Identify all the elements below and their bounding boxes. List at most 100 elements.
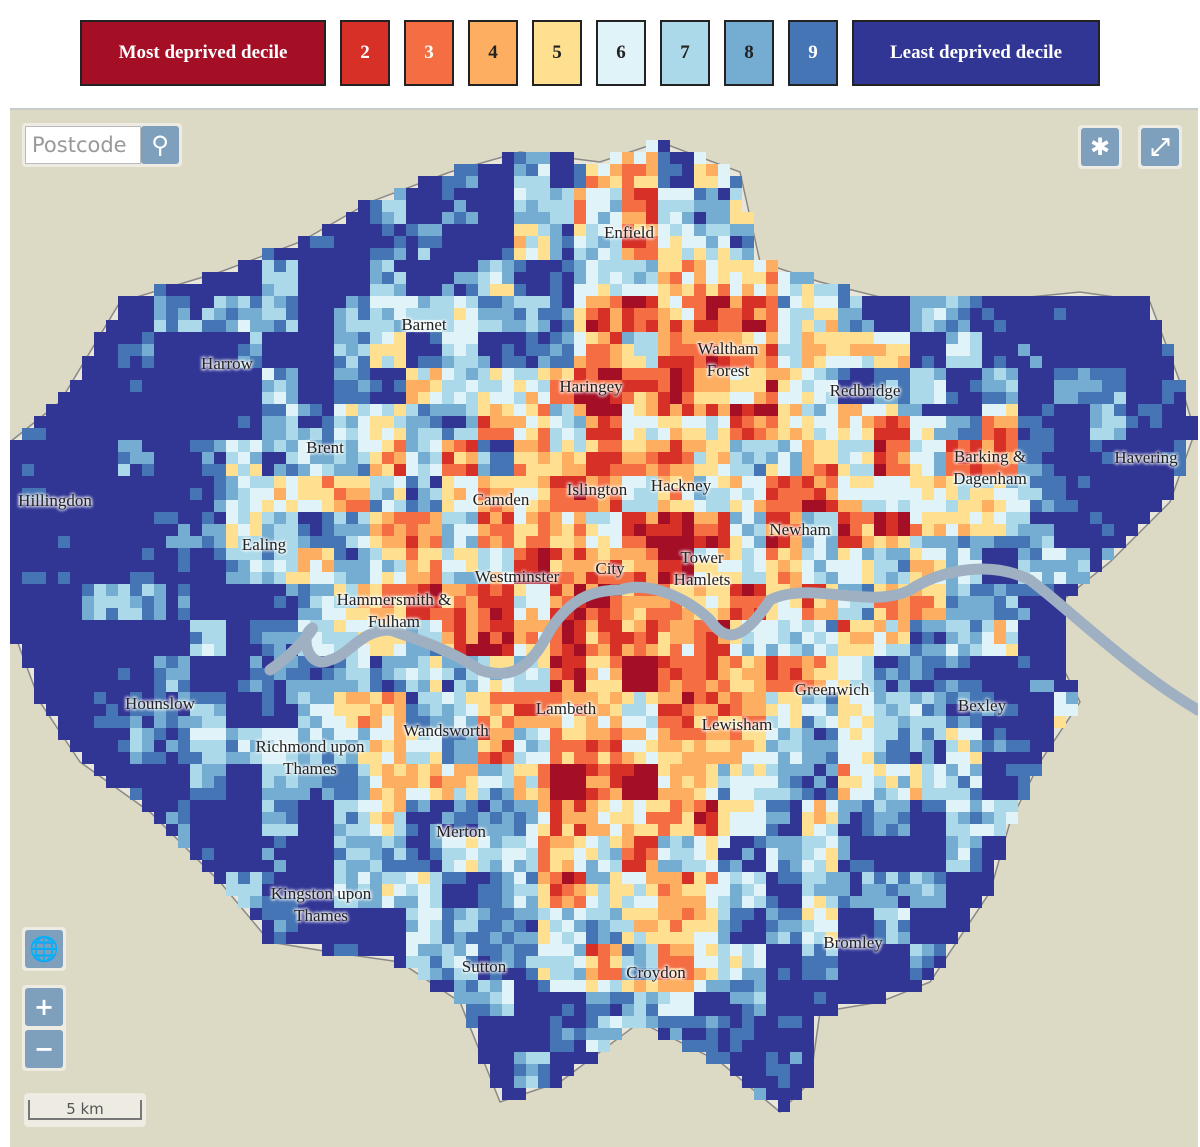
area-cell — [130, 716, 142, 728]
area-cell — [322, 224, 334, 236]
area-cell — [46, 704, 58, 716]
area-cell — [610, 164, 622, 176]
area-cell — [478, 608, 490, 620]
area-cell — [670, 620, 682, 632]
area-cell — [742, 872, 754, 884]
area-cell — [298, 608, 310, 620]
area-cell — [790, 572, 802, 584]
area-cell — [754, 848, 766, 860]
area-cell — [862, 476, 874, 488]
area-cell — [310, 608, 322, 620]
area-cell — [358, 608, 370, 620]
area-cell — [598, 572, 610, 584]
area-cell — [1042, 428, 1054, 440]
area-cell — [658, 380, 670, 392]
area-cell — [994, 776, 1006, 788]
area-cell — [826, 644, 838, 656]
area-cell — [502, 800, 514, 812]
area-cell — [538, 704, 550, 716]
area-cell — [826, 368, 838, 380]
area-cell — [934, 548, 946, 560]
area-cell — [574, 440, 586, 452]
area-cell — [946, 356, 958, 368]
area-cell — [1054, 620, 1066, 632]
area-cell — [610, 284, 622, 296]
area-cell — [442, 548, 454, 560]
area-cell — [202, 380, 214, 392]
area-cell — [1066, 392, 1078, 404]
area-cell — [610, 356, 622, 368]
area-cell — [1150, 356, 1162, 368]
area-cell — [1042, 452, 1054, 464]
area-cell — [370, 404, 382, 416]
area-cell — [82, 416, 94, 428]
area-cell — [982, 752, 994, 764]
area-cell — [466, 260, 478, 272]
area-cell — [10, 512, 22, 524]
area-cell — [1030, 668, 1042, 680]
area-cell — [970, 644, 982, 656]
area-cell — [538, 272, 550, 284]
area-cell — [754, 296, 766, 308]
area-cell — [226, 524, 238, 536]
area-cell — [658, 740, 670, 752]
area-cell — [802, 488, 814, 500]
area-cell — [274, 680, 286, 692]
area-cell — [346, 728, 358, 740]
area-cell — [370, 680, 382, 692]
area-cell — [646, 488, 658, 500]
area-cell — [850, 896, 862, 908]
area-cell — [34, 608, 46, 620]
area-cell — [574, 860, 586, 872]
area-cell — [274, 596, 286, 608]
area-cell — [826, 704, 838, 716]
area-cell — [250, 368, 262, 380]
area-cell — [478, 620, 490, 632]
area-cell — [202, 368, 214, 380]
area-cell — [502, 896, 514, 908]
area-cell — [430, 176, 442, 188]
area-cell — [274, 284, 286, 296]
area-cell — [370, 344, 382, 356]
area-cell — [394, 872, 406, 884]
area-cell — [454, 308, 466, 320]
area-cell — [250, 608, 262, 620]
area-cell — [538, 452, 550, 464]
area-cell — [466, 308, 478, 320]
area-cell — [454, 188, 466, 200]
area-cell — [562, 752, 574, 764]
area-cell — [190, 632, 202, 644]
area-cell — [130, 764, 142, 776]
area-cell — [538, 836, 550, 848]
area-cell — [46, 680, 58, 692]
area-cell — [490, 764, 502, 776]
area-cell — [262, 332, 274, 344]
area-cell — [118, 560, 130, 572]
area-cell — [1114, 476, 1126, 488]
area-cell — [862, 680, 874, 692]
area-cell — [346, 800, 358, 812]
area-cell — [742, 548, 754, 560]
area-cell — [778, 392, 790, 404]
area-cell — [394, 536, 406, 548]
area-cell — [286, 536, 298, 548]
area-cell — [514, 344, 526, 356]
area-cell — [742, 560, 754, 572]
area-cell — [202, 764, 214, 776]
area-cell — [898, 356, 910, 368]
area-cell — [370, 932, 382, 944]
area-cell — [922, 404, 934, 416]
area-cell — [766, 476, 778, 488]
area-cell — [58, 404, 70, 416]
area-cell — [922, 476, 934, 488]
area-cell — [370, 308, 382, 320]
area-cell — [238, 500, 250, 512]
area-cell — [1030, 608, 1042, 620]
area-cell — [706, 368, 718, 380]
area-cell — [22, 512, 34, 524]
area-cell — [466, 848, 478, 860]
legend-item: 7 — [660, 20, 710, 86]
area-cell — [766, 824, 778, 836]
area-cell — [622, 296, 634, 308]
area-cell — [322, 572, 334, 584]
